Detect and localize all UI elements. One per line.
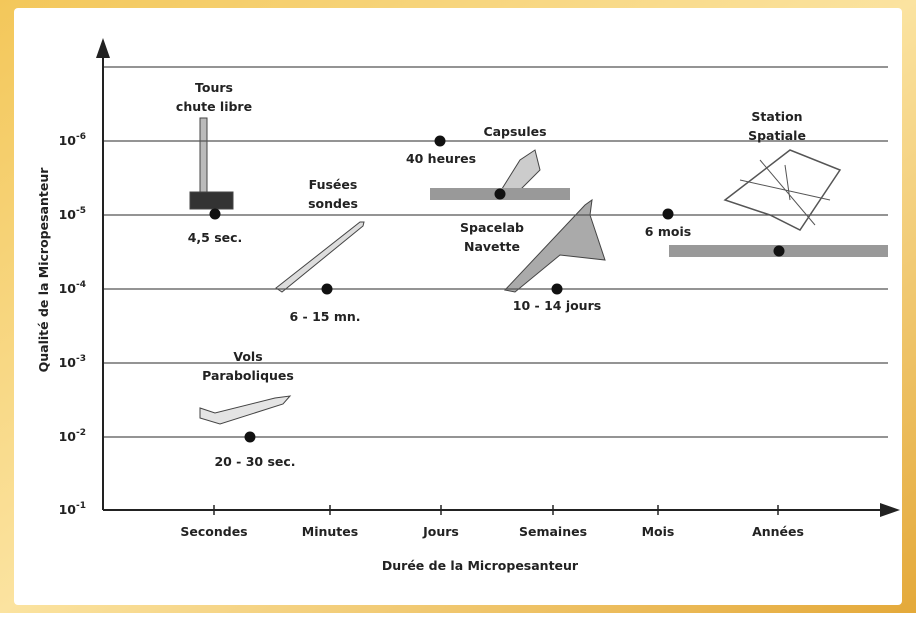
platform-name: Capsules — [483, 124, 546, 139]
marker — [321, 283, 333, 295]
duration-label: 4,5 sec. — [188, 230, 243, 245]
platform-name: Spacelab — [460, 220, 524, 235]
x-tick-label: Jours — [422, 524, 459, 539]
platform-name: Station — [751, 109, 802, 124]
y-tick-label: 10-4 — [59, 280, 86, 296]
x-tick-label: Mois — [642, 524, 675, 539]
marker — [244, 431, 256, 443]
duration-label: 10 - 14 jours — [513, 298, 601, 313]
y-tick-label: 10-6 — [59, 132, 86, 148]
station-truss — [739, 159, 831, 226]
y-arrow — [96, 38, 110, 58]
x-tick-label: Semaines — [519, 524, 587, 539]
station-icon — [723, 149, 842, 231]
y-tick-label: 10-2 — [59, 428, 86, 444]
x-arrow — [880, 503, 900, 517]
panel — [14, 8, 902, 605]
tick-base: 10 — [59, 502, 77, 517]
marker — [551, 283, 563, 295]
x-tick-label: Minutes — [302, 524, 358, 539]
x-tick-label: Années — [752, 524, 804, 539]
duration-label: 6 - 15 mn. — [289, 309, 360, 324]
marker — [209, 208, 221, 220]
platform-name: Fusées — [309, 177, 358, 192]
platform-name: chute libre — [176, 99, 252, 114]
duration-label: 20 - 30 sec. — [214, 454, 295, 469]
tick-base: 10 — [59, 133, 77, 148]
platform-name: Vols — [233, 349, 262, 364]
tick-base: 10 — [59, 207, 77, 222]
tower-base — [189, 191, 234, 210]
marker — [662, 208, 674, 220]
tick-base: 10 — [59, 429, 77, 444]
y-axis-title: Qualité de la Micropesanteur — [36, 167, 51, 373]
rocket-icon — [275, 221, 365, 293]
plane-icon — [199, 395, 292, 425]
marker — [494, 188, 506, 200]
tick-exponent: -1 — [76, 501, 86, 511]
x-axis-title: Durée de la Micropesanteur — [382, 558, 579, 573]
y-tick-label: 10-1 — [59, 501, 86, 517]
tick-base: 10 — [59, 355, 77, 370]
marker — [773, 245, 785, 257]
tick-exponent: -3 — [76, 354, 86, 364]
tower-icon — [199, 117, 208, 193]
platform-name: Paraboliques — [202, 368, 294, 383]
x-tick-label: Secondes — [180, 524, 247, 539]
tick-exponent: -6 — [76, 132, 86, 142]
duration-label: 6 mois — [645, 224, 691, 239]
duration-label: 40 heures — [406, 151, 476, 166]
platform-name: Spatiale — [748, 128, 806, 143]
shuttle-icon — [504, 198, 606, 293]
tick-exponent: -4 — [76, 280, 86, 290]
icons — [189, 117, 842, 425]
tick-exponent: -2 — [76, 428, 86, 438]
tick-exponent: -5 — [76, 206, 86, 216]
marker — [434, 135, 446, 147]
platform-name: Navette — [464, 239, 520, 254]
platform-name: sondes — [308, 196, 358, 211]
y-tick-label: 10-5 — [59, 206, 86, 222]
platform-name: Tours — [195, 80, 233, 95]
tick-base: 10 — [59, 281, 77, 296]
y-tick-label: 10-3 — [59, 354, 86, 370]
